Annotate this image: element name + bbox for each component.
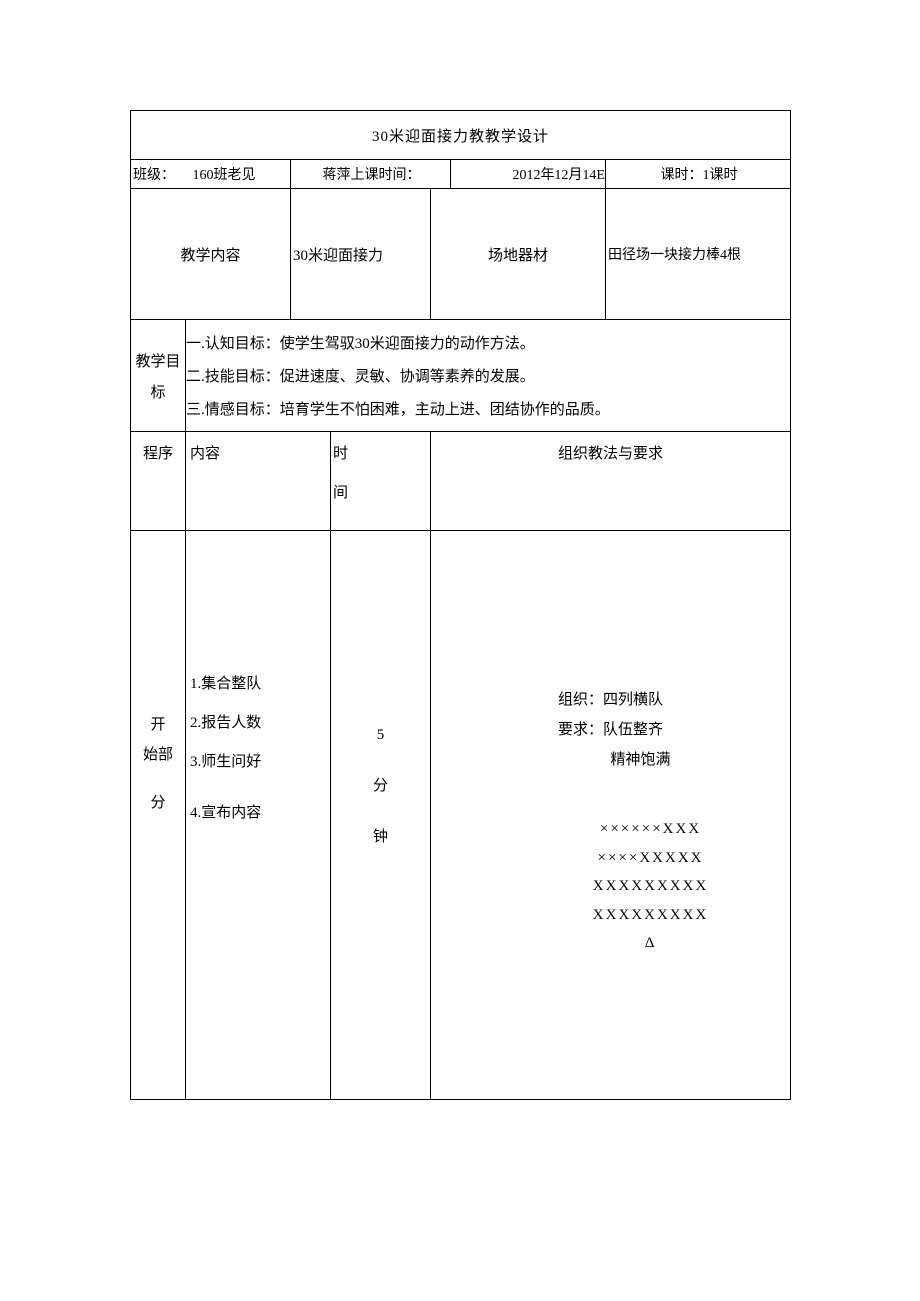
formation-row-2: ××××XXXXX (515, 844, 786, 873)
title-row: 30米迎面接力教教学设计 (131, 111, 791, 160)
goals-content: 一.认知目标：使学生驾驭30米迎面接力的动作方法。 二.技能目标：促进速度、灵敏… (186, 320, 791, 432)
goals-label-l2: 标 (131, 381, 185, 402)
start-item-1: 1.集合整队 (190, 665, 326, 704)
start-item-4: 4.宣布内容 (190, 794, 326, 833)
time-clock: 钟 (335, 812, 426, 863)
content-header: 内容 (186, 432, 331, 531)
period-cell: 课时：1课时 (606, 160, 791, 189)
formation-teacher-mark: Δ (515, 929, 786, 958)
goals-row: 教学目 标 一.认知目标：使学生驾驭30米迎面接力的动作方法。 二.技能目标：促… (131, 320, 791, 432)
start-l2: 始部 (135, 740, 181, 770)
start-item-2: 2.报告人数 (190, 704, 326, 743)
goal-2: 二.技能目标：促进速度、灵敏、协调等素养的发展。 (186, 365, 790, 386)
class-label: 班级： (133, 168, 175, 183)
org-header: 组织教法与要求 (431, 432, 791, 531)
org-line-2: 要求：队伍整齐 (435, 715, 786, 745)
org-line-3: 精神饱满 (435, 745, 786, 775)
goals-label: 教学目 标 (131, 320, 186, 432)
start-content-cell: 1.集合整队 2.报告人数 3.师生问好 4.宣布内容 (186, 531, 331, 1100)
goals-label-l1: 教学目 (131, 350, 185, 371)
class-value: 160班老见 (193, 168, 256, 183)
goal-1: 一.认知目标：使学生驾驭30米迎面接力的动作方法。 (186, 332, 790, 353)
lesson-plan-table: 30米迎面接力教教学设计 班级： 160班老见 蒋萍上课时间： 2012年12月… (130, 110, 791, 1100)
formation-row-4: XXXXXXXXX (515, 901, 786, 930)
start-time-cell: 5 分 钟 (331, 531, 431, 1100)
teacher-value: 蒋萍上课时间： (323, 168, 421, 183)
class-cell: 班级： 160班老见 (131, 160, 291, 189)
page-container: 30米迎面接力教教学设计 班级： 160班老见 蒋萍上课时间： 2012年12月… (0, 0, 920, 1301)
formation-row-1: ××××××XXX (515, 815, 786, 844)
formation-row-3: XXXXXXXXX (515, 872, 786, 901)
info-row: 班级： 160班老见 蒋萍上课时间： 2012年12月14E 课时：1课时 (131, 160, 791, 189)
time-min: 分 (335, 761, 426, 812)
start-item-3: 3.师生问好 (190, 743, 326, 782)
start-org-cell: 组织：四列横队 要求：队伍整齐 精神饱满 ××××××XXX ××××XXXXX… (431, 531, 791, 1100)
formation-diagram: ××××××XXX ××××XXXXX XXXXXXXXX XXXXXXXXX … (435, 815, 786, 958)
time-5: 5 (335, 710, 426, 761)
start-l3: 分 (135, 788, 181, 818)
program-header: 程序 (131, 432, 186, 531)
date-cell: 2012年12月14E (451, 160, 606, 189)
goal-3: 三.情感目标：培育学生不怕困难，主动上进、团结协作的品质。 (186, 398, 790, 419)
venue-label: 场地器材 (431, 189, 606, 320)
content-value: 30米迎面接力 (291, 189, 431, 320)
time-l1: 时 (333, 442, 426, 463)
teacher-cell: 蒋萍上课时间： (291, 160, 451, 189)
venue-value: 田径场一块接力棒4根 (606, 189, 791, 320)
time-header: 时 间 (331, 432, 431, 531)
time-l2: 间 (333, 481, 426, 502)
start-section-row: 开 始部 分 1.集合整队 2.报告人数 3.师生问好 4.宣布内容 5 (131, 531, 791, 1100)
content-label: 教学内容 (131, 189, 291, 320)
content-row: 教学内容 30米迎面接力 场地器材 田径场一块接力棒4根 (131, 189, 791, 320)
start-l1: 开 (135, 710, 181, 740)
section-header-row: 程序 内容 时 间 组织教法与要求 (131, 432, 791, 531)
org-line-1: 组织：四列横队 (435, 685, 786, 715)
page-title: 30米迎面接力教教学设计 (131, 111, 791, 160)
start-label-cell: 开 始部 分 (131, 531, 186, 1100)
